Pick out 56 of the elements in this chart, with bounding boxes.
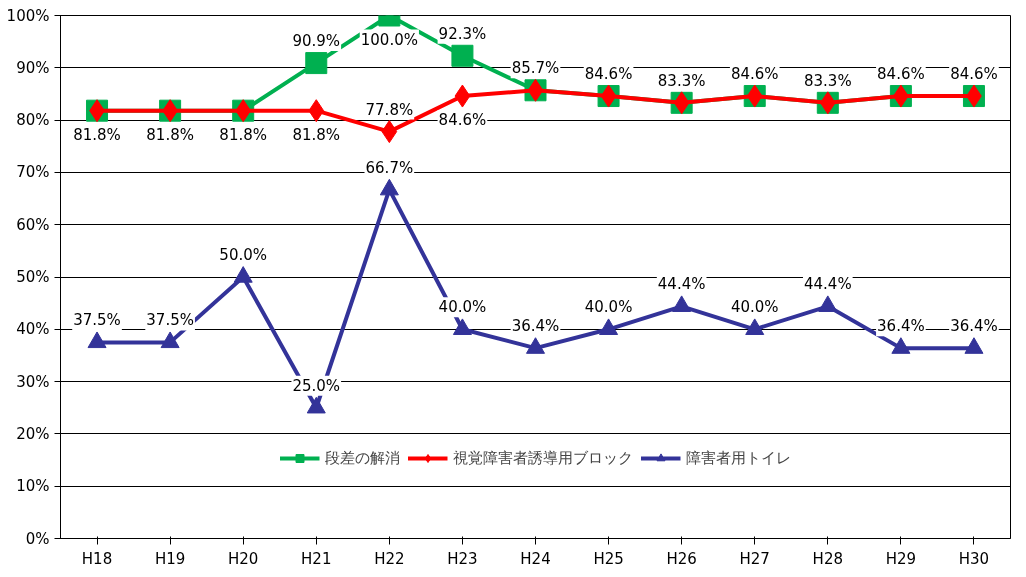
data-label: 37.5% — [146, 311, 194, 330]
x-tick-label: H24 — [520, 549, 551, 568]
data-label: 81.8% — [73, 125, 121, 144]
data-label: 50.0% — [219, 246, 268, 264]
x-tick-label: H26 — [666, 549, 697, 568]
x-tick-label: H21 — [301, 549, 332, 568]
legend-label: 視覚障害者誘導用ブロック — [452, 448, 633, 468]
data-label: 81.8% — [146, 125, 194, 144]
data-label: 40.0% — [730, 298, 779, 317]
data-label: 36.4% — [877, 317, 925, 336]
x-tick-label: H29 — [885, 549, 917, 568]
y-tick-label: 70% — [16, 163, 50, 182]
x-tick-label: H30 — [958, 549, 990, 568]
data-label: 83.3% — [803, 71, 852, 90]
x-tick-label: H19 — [154, 549, 186, 568]
x-tick-label: H28 — [812, 549, 843, 568]
x-tick-label: H25 — [593, 549, 624, 568]
y-tick-label: 20% — [16, 424, 50, 443]
y-tick-label: 50% — [16, 268, 50, 286]
x-tick-label: H23 — [447, 549, 478, 568]
y-tick-label: 40% — [16, 320, 50, 339]
y-tick-label: 90% — [16, 58, 50, 77]
data-label: 25.0% — [292, 376, 341, 395]
data-label: 44.4% — [803, 275, 852, 294]
data-label: 40.0% — [438, 298, 487, 317]
y-tick-label: 0% — [25, 529, 50, 548]
y-tick-label: 60% — [16, 215, 50, 234]
data-label: 36.4% — [511, 317, 560, 336]
data-label: 100.0% — [360, 30, 418, 49]
x-tick-label: H22 — [374, 549, 405, 568]
y-tick-label: 100% — [6, 6, 50, 25]
data-label: 84.6% — [730, 65, 779, 84]
data-label: 84.6% — [950, 65, 998, 84]
y-tick-label: 80% — [16, 111, 50, 130]
data-label: 37.5% — [73, 311, 121, 330]
data-label: 84.6% — [438, 111, 487, 130]
data-label: 83.3% — [657, 71, 706, 90]
data-label: 81.8% — [292, 125, 341, 144]
data-label: 90.9% — [292, 32, 341, 51]
data-label: 84.6% — [584, 65, 633, 84]
data-label: 81.8% — [219, 125, 268, 144]
data-label: 77.8% — [365, 100, 414, 119]
y-tick-label: 30% — [16, 372, 50, 391]
x-tick-label: H18 — [81, 549, 113, 568]
data-label: 92.3% — [438, 24, 487, 43]
data-label: 66.7% — [365, 158, 414, 177]
data-label: 85.7% — [511, 59, 560, 78]
data-label: 44.4% — [657, 275, 706, 294]
x-tick-label: H20 — [228, 549, 259, 568]
y-tick-label: 10% — [16, 477, 50, 496]
data-label: 36.4% — [950, 317, 998, 336]
x-tick-label: H27 — [739, 549, 770, 568]
data-label: 84.6% — [877, 65, 925, 84]
legend-label: 段差の解消 — [324, 448, 400, 468]
legend-label: 障害者用トイレ — [685, 448, 791, 468]
data-label: 40.0% — [584, 298, 633, 317]
